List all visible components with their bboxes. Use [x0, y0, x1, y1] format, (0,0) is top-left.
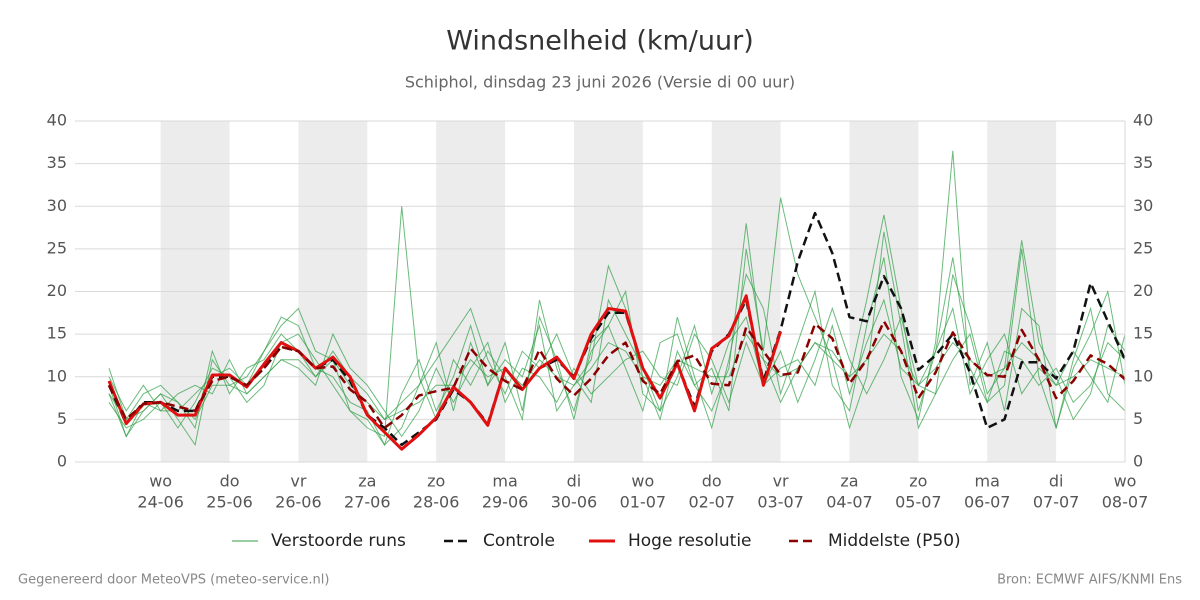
footer-right: Bron: ECMWF AIFS/KNMI Ens [997, 573, 1182, 588]
legend-label: Controle [483, 531, 555, 551]
y2-tick-label: 15 [1133, 324, 1153, 343]
x-tick-label: zo [427, 472, 445, 491]
x-tick-label: za [840, 472, 858, 491]
y-tick-label: 5 [57, 409, 67, 428]
y2-tick-label: 35 [1133, 153, 1153, 172]
x-tick-date: 25-06 [206, 493, 253, 512]
x-tick-label: di [567, 472, 582, 491]
x-tick-date: 06-07 [964, 493, 1011, 512]
y2-tick-label: 5 [1133, 409, 1143, 428]
x-tick-date: 07-07 [1033, 493, 1080, 512]
x-tick-label: ma [492, 472, 517, 491]
legend-label: Middelste (P50) [828, 531, 961, 551]
ensemble-line [108, 197, 1126, 446]
y-tick-label: 10 [47, 366, 67, 385]
x-tick-date: 08-07 [1102, 493, 1149, 512]
x-tick-label: wo [149, 472, 172, 491]
footer-left: Gegenereerd door MeteoVPS (meteo-service… [18, 573, 329, 588]
x-tick-label: wo [1114, 472, 1137, 491]
x-tick-date: 03-07 [757, 493, 804, 512]
legend-label: Verstoorde runs [271, 531, 406, 551]
ensemble-line [108, 298, 1126, 430]
y-tick-label: 15 [47, 324, 67, 343]
x-tick-label: vr [290, 472, 306, 491]
legend-label: Hoge resolutie [628, 531, 752, 551]
y2-tick-label: 25 [1133, 238, 1153, 257]
x-tick-date: 05-07 [895, 493, 942, 512]
x-tick-label: wo [631, 472, 654, 491]
x-tick-label: do [220, 472, 240, 491]
x-tick-label: za [358, 472, 376, 491]
y2-tick-label: 30 [1133, 196, 1153, 215]
x-tick-date: 29-06 [482, 493, 529, 512]
chart-subtitle: Schiphol, dinsdag 23 juni 2026 (Versie d… [405, 73, 795, 92]
ensemble-line [108, 333, 1126, 421]
x-tick-label: vr [773, 472, 789, 491]
x-tick-date: 01-07 [620, 493, 667, 512]
x-tick-date: 04-07 [826, 493, 873, 512]
x-tick-date: 28-06 [413, 493, 460, 512]
y2-tick-label: 0 [1133, 452, 1143, 471]
y-tick-label: 30 [47, 196, 67, 215]
x-tick-date: 30-06 [551, 493, 598, 512]
y2-tick-label: 40 [1133, 111, 1153, 130]
legend: Verstoorde runs Controle Hoge resolutie Mid… [232, 531, 961, 551]
axes: 0 0 5 5 10 10 15 15 20 20 25 25 30 30 35 35 40 40 wo 24-06 d… [47, 111, 1154, 512]
plot-lines [107, 150, 1127, 451]
series-line [107, 320, 1126, 430]
x-tick-date: 27-06 [344, 493, 391, 512]
y2-tick-label: 20 [1133, 281, 1153, 300]
y-tick-label: 25 [47, 238, 67, 257]
x-tick-date: 26-06 [275, 493, 322, 512]
x-tick-label: do [702, 472, 722, 491]
series-line [107, 294, 783, 451]
y-tick-label: 35 [47, 153, 67, 172]
x-tick-label: zo [909, 472, 927, 491]
x-tick-label: di [1049, 472, 1064, 491]
chart-title: Windsnelheid (km/uur) [446, 26, 754, 57]
x-tick-label: ma [975, 472, 1000, 491]
y-tick-label: 40 [47, 111, 67, 130]
y-tick-label: 20 [47, 281, 67, 300]
y-tick-label: 0 [57, 452, 67, 471]
y2-tick-label: 10 [1133, 366, 1153, 385]
x-tick-date: 02-07 [688, 493, 735, 512]
x-tick-date: 24-06 [137, 493, 184, 512]
